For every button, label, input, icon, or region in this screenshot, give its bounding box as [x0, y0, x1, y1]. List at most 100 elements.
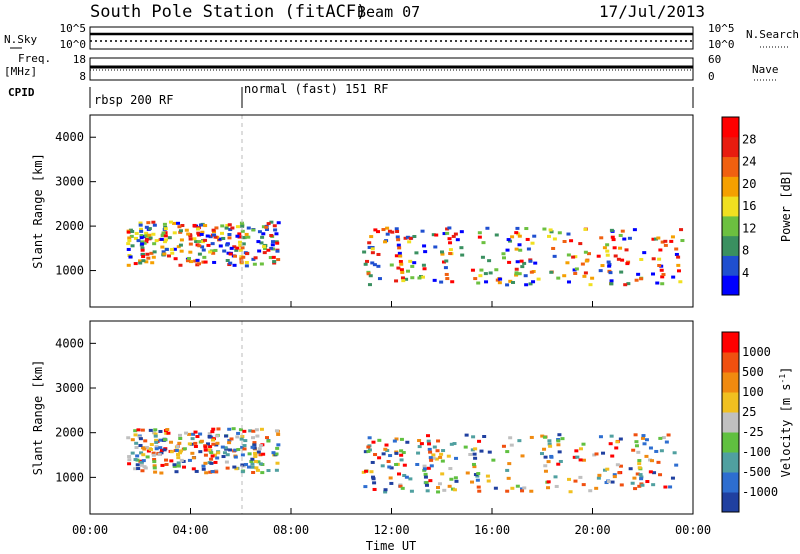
velocity-echo-cell: [491, 458, 496, 462]
power-colorbar-cell: [722, 275, 739, 296]
power-echo-cell: [470, 268, 475, 272]
velocity-echo-cell: [222, 451, 227, 455]
velocity-echo-cell: [198, 432, 203, 436]
velocity-echo-cell: [153, 432, 158, 436]
power-echo-cell: [596, 254, 601, 258]
power-echo-cell: [674, 247, 679, 251]
power-echo-cell: [531, 280, 536, 284]
power-echo-cell: [126, 242, 131, 246]
velocity-echo-cell: [505, 489, 510, 493]
velocity-echo-cell: [594, 486, 599, 490]
velocity-echo-cell: [154, 445, 159, 449]
power-echo-cell: [227, 233, 232, 237]
velocity-echo-cell: [211, 442, 216, 446]
velocity-echo-cell: [441, 449, 446, 453]
power-echo-cell: [523, 274, 528, 278]
power-echo-cell: [268, 256, 273, 260]
power-echo-cell: [583, 271, 588, 275]
velocity-echo-cell: [666, 433, 671, 437]
power-colorbar-tick: 4: [742, 266, 749, 280]
power-echo-cell: [161, 250, 166, 254]
velocity-echo-cell: [449, 477, 454, 481]
power-echo-cell: [167, 236, 172, 240]
power-echo-cell: [197, 252, 202, 256]
velocity-echo-cell: [573, 479, 578, 483]
power-echo-cell: [270, 240, 275, 244]
power-echo-cell: [363, 262, 368, 266]
power-echo-cell: [162, 252, 167, 256]
velocity-echo-cell: [640, 483, 645, 487]
power-echo-cell: [529, 270, 534, 274]
velocity-echo-cell: [139, 451, 144, 455]
power-echo-cell: [642, 251, 647, 255]
power-echo-cell: [228, 261, 233, 265]
velocity-echo-cell: [610, 480, 615, 484]
velocity-colorbar-cell: [722, 472, 739, 493]
power-echo-cell: [238, 243, 243, 247]
power-echo-cell: [410, 276, 415, 280]
velocity-echo-cell: [363, 450, 368, 454]
velocity-echo-cell: [656, 460, 661, 464]
power-echo-cell: [627, 236, 632, 240]
power-echo-cell: [366, 272, 371, 276]
power-echo-cell: [520, 265, 525, 269]
velocity-echo-cell: [371, 477, 376, 481]
power-echo-cell: [408, 236, 413, 240]
power-echo-cell: [195, 258, 200, 262]
power-echo-cell: [213, 235, 218, 239]
velocity-echo-cell: [169, 450, 174, 454]
velocity-echo-cell: [182, 447, 187, 451]
power-echo-cell: [372, 263, 377, 267]
velocity-echo-cell: [143, 439, 148, 443]
power-echo-cell: [241, 236, 246, 240]
power-echo-cell: [257, 249, 262, 253]
power-echo-cell: [138, 259, 143, 263]
power-echo-cell: [197, 262, 202, 266]
velocity-echo-cell: [610, 454, 615, 458]
power-echo-cell: [270, 243, 275, 247]
power-echo-cell: [187, 256, 192, 260]
velocity-echo-cell: [428, 450, 433, 454]
velocity-echo-cell: [225, 466, 230, 470]
power-echo-cell: [618, 246, 623, 250]
velocity-echo-cell: [151, 451, 156, 455]
power-colorbar-tick: 24: [742, 155, 756, 169]
velocity-echo-cell: [399, 453, 404, 457]
velocity-echo-cell: [505, 468, 510, 472]
power-echo-cell: [276, 221, 281, 225]
velocity-echo-cell: [383, 488, 388, 492]
velocity-echo-cell: [630, 481, 635, 485]
velocity-echo-cell: [252, 441, 257, 445]
velocity-echo-cell: [487, 450, 492, 454]
power-echo-cell: [423, 250, 428, 254]
power-echo-cell: [220, 224, 225, 228]
power-echo-cell: [448, 252, 453, 256]
power-echo-cell: [412, 234, 417, 238]
power-echo-cell: [370, 261, 375, 265]
power-echo-cell: [235, 246, 240, 250]
velocity-echo-cell: [233, 448, 238, 452]
power-echo-cell: [514, 231, 519, 235]
velocity-echo-cell: [452, 442, 457, 446]
velocity-echo-cell: [172, 464, 177, 468]
velocity-echo-cell: [130, 438, 135, 442]
freq-left-tick-low: 8: [79, 70, 86, 83]
power-echo-cell: [144, 237, 149, 241]
power-echo-cell: [244, 232, 249, 236]
power-echo-cell: [670, 235, 675, 239]
power-echo-cell: [445, 277, 450, 281]
power-echo-cell: [669, 239, 674, 243]
velocity-echo-cell: [543, 469, 548, 473]
velocity-echo-cell: [193, 441, 198, 445]
time-tick-label: 00:00: [72, 523, 108, 537]
power-echo-cell: [251, 257, 256, 261]
power-echo-cell: [660, 240, 665, 244]
power-echo-cell: [161, 231, 166, 235]
power-echo-cell: [445, 231, 450, 235]
power-echo-cell: [663, 243, 668, 247]
velocity-colorbar-tick: 100: [742, 385, 764, 399]
velocity-echo-cell: [477, 439, 482, 443]
power-echo-cell: [422, 244, 427, 248]
velocity-echo-cell: [152, 464, 157, 468]
velocity-echo-cell: [575, 455, 580, 459]
